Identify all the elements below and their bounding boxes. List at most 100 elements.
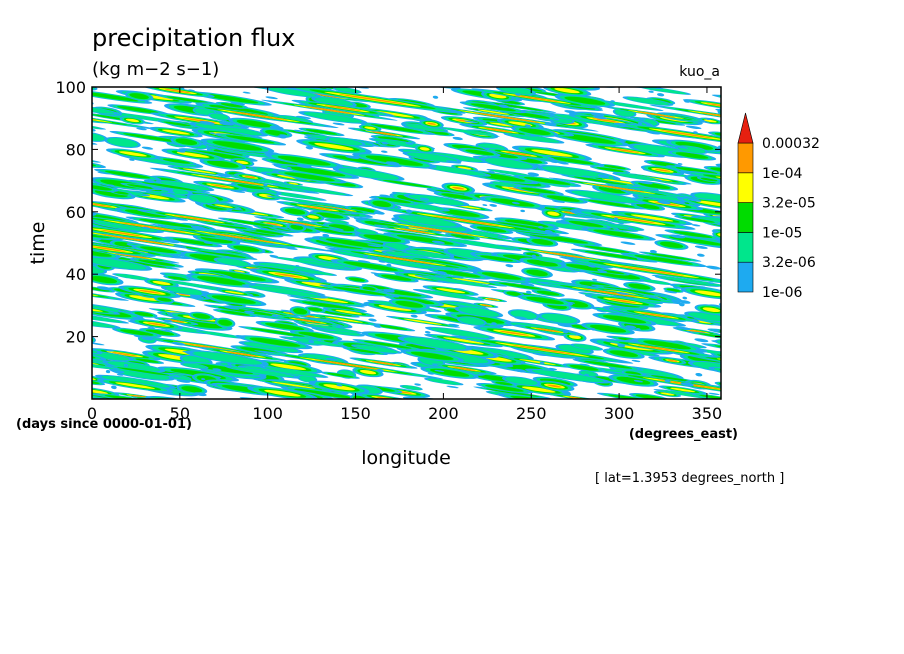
field-patch [359,369,377,375]
field-patch [216,258,249,266]
field-patch [92,257,147,270]
field-patch [409,402,430,412]
field-patch [648,90,654,93]
field-patch [593,115,608,120]
field-patch [725,311,754,319]
field-patch [116,373,124,376]
field-patch [304,106,354,114]
field-patch [454,76,466,79]
field-patch [164,187,174,192]
field-patch [308,307,323,312]
field-patch [34,349,88,361]
field-patch [249,337,301,347]
field-patch [307,215,319,219]
field-patch [592,77,607,85]
field-patch [653,408,681,418]
field-patch [195,123,262,136]
field-patch [719,368,721,377]
field-patch [637,345,681,352]
field-patch [730,390,749,399]
field-patch [244,175,256,179]
field-patch [107,184,115,187]
field-patch [728,65,779,76]
field-patch [332,155,389,165]
field-patch [281,72,304,77]
field-patch [539,361,545,364]
field-patch [141,182,198,191]
field-patch [435,270,447,274]
field-patch [218,319,233,326]
field-patch [214,376,222,379]
field-patch [191,351,263,365]
field-patch [498,282,542,290]
field-patch [311,71,347,79]
field-patch [143,179,156,184]
field-patch [71,398,135,414]
field-patch [367,244,382,248]
field-patch [261,56,328,71]
field-patch [675,146,689,149]
field-patch [588,199,635,208]
field-patch [43,287,89,295]
field-patch [377,136,409,143]
field-patch [232,208,244,211]
field-patch [92,354,115,364]
field-patch [216,173,231,178]
field-patch [318,310,353,317]
field-patch [464,120,479,124]
field-patch [355,229,377,235]
field-patch [744,396,774,403]
field-patch [526,269,548,277]
field-patch [332,286,387,296]
field-patch [324,316,364,323]
field-patch [295,81,313,85]
field-patch [163,121,192,127]
field-patch [211,295,257,304]
field-patch [107,137,138,147]
field-patch [270,363,307,370]
field-patch [293,129,304,133]
field-patch [92,185,112,191]
field-patch [695,372,703,377]
field-patch [443,337,484,344]
field-patch [264,389,301,397]
field-patch [657,93,665,97]
field-patch [736,303,775,312]
field-patch [369,412,394,417]
field-patch [190,225,206,230]
field-patch [717,233,721,237]
field-patch [589,68,662,82]
field-patch [733,349,766,358]
field-patch [589,324,627,333]
field-patch [486,59,574,75]
field-patch [162,391,174,395]
field-patch [92,305,119,312]
field-patch [564,96,606,105]
field-patch [660,130,714,139]
field-patch [138,259,176,266]
field-patch [408,194,464,206]
field-patch [277,155,331,166]
field-patch [92,349,93,361]
field-patch [403,318,443,325]
field-patch [92,317,116,328]
field-patch [374,111,415,118]
field-patch [529,236,542,239]
x-tick-label-1: 50 [170,404,190,423]
field-patch [167,276,187,281]
field-patch [125,406,176,417]
y-axis: 20 40 60 80 100 [55,78,721,347]
field-patch [556,220,570,225]
field-patch [37,111,70,120]
field-patch [441,193,473,200]
field-patch [23,299,90,313]
field-patch [209,232,276,243]
field-patch [107,111,179,124]
field-patch [264,367,323,377]
field-patch [660,392,675,396]
field-patch [466,69,503,76]
field-patch [235,60,288,75]
field-patch [603,286,655,295]
field-patch [314,227,353,235]
field-patch [568,220,604,228]
